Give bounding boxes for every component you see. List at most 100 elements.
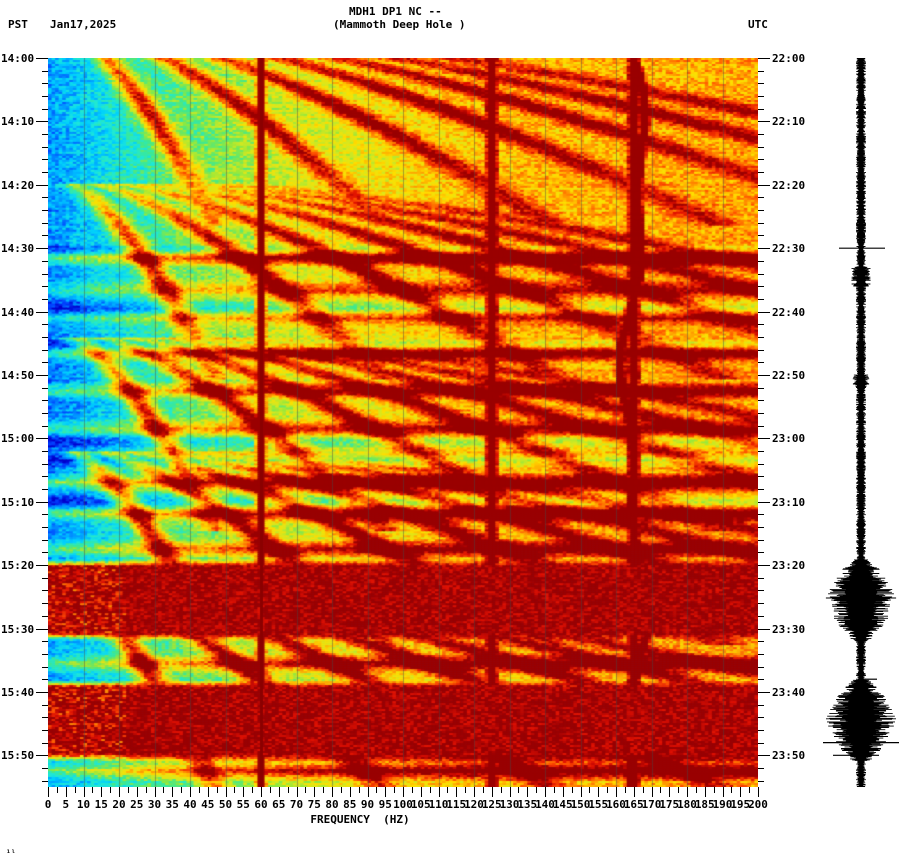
axis-tick (190, 787, 191, 797)
axis-minor-tick (553, 787, 555, 793)
axis-tick (36, 438, 48, 440)
seismogram-svg (823, 58, 899, 787)
axis-minor-tick (42, 463, 48, 465)
axis-minor-tick (42, 603, 48, 605)
time-label-pst: 15:50 (1, 749, 35, 763)
axis-tick (758, 691, 770, 693)
frequency-label: 85 (343, 798, 357, 811)
axis-tick (119, 787, 120, 797)
axis-minor-tick (42, 679, 48, 681)
axis-minor-tick (758, 463, 764, 465)
seismogram-trace (820, 58, 902, 787)
axis-minor-tick (571, 787, 573, 793)
axis-tick (36, 628, 48, 630)
axis-minor-tick (607, 787, 609, 793)
axis-tick (36, 311, 48, 313)
axis-minor-tick (42, 387, 48, 389)
axis-minor-tick (42, 577, 48, 579)
frequency-label: 105 (410, 798, 431, 811)
frequency-label: 195 (730, 798, 751, 811)
axis-minor-tick (42, 514, 48, 516)
axis-tick (758, 438, 770, 440)
axis-minor-tick (758, 324, 764, 326)
frequency-label: 20 (112, 798, 126, 811)
frequency-label: 40 (183, 798, 197, 811)
axis-minor-tick (758, 476, 764, 478)
frequency-label: 145 (552, 798, 573, 811)
frequency-label: 80 (325, 798, 339, 811)
axis-minor-tick (42, 615, 48, 617)
axis-minor-tick (758, 286, 764, 288)
axis-minor-tick (110, 787, 112, 793)
time-label-pst: 14:40 (1, 305, 35, 319)
axis-tick (758, 565, 770, 567)
axis-tick (616, 787, 617, 797)
axis-minor-tick (42, 108, 48, 110)
axis-minor-tick (758, 197, 764, 199)
frequency-label: 95 (378, 798, 392, 811)
axis-minor-tick (42, 273, 48, 275)
frequency-label: 120 (464, 798, 484, 811)
axis-tick (36, 248, 48, 250)
axis-minor-tick (758, 159, 764, 161)
axis-minor-tick (758, 527, 764, 529)
axis-tick (36, 691, 48, 693)
axis-minor-tick (758, 704, 764, 706)
axis-tick (36, 184, 48, 186)
axis-tick (758, 121, 770, 123)
frequency-label: 10 (76, 798, 91, 811)
station-name-title: (Mammoth Deep Hole ) (333, 18, 466, 31)
time-label-utc: 23:00 (772, 432, 806, 446)
axis-tick (83, 787, 85, 797)
frequency-label: 130 (499, 798, 520, 811)
axis-tick (332, 787, 333, 797)
axis-minor-tick (323, 787, 325, 793)
axis-minor-tick (42, 476, 48, 478)
axis-minor-tick (42, 260, 48, 262)
axis-minor-tick (758, 653, 764, 655)
axis-minor-tick (465, 787, 467, 793)
axis-minor-tick (42, 96, 48, 98)
axis-minor-tick (42, 412, 48, 414)
axis-minor-tick (758, 172, 764, 174)
axis-minor-tick (758, 742, 764, 744)
axis-tick (758, 184, 770, 186)
date-label: Jan17,2025 (50, 18, 117, 31)
axis-minor-tick (758, 70, 764, 72)
spectrogram-plot[interactable] (48, 58, 758, 787)
axis-minor-tick (758, 679, 764, 681)
frequency-label: 55 (236, 798, 250, 811)
axis-minor-tick (42, 349, 48, 351)
frequency-label: 125 (481, 798, 502, 811)
axis-minor-tick (731, 787, 733, 793)
axis-minor-tick (42, 235, 48, 237)
axis-tick (314, 787, 316, 797)
frequency-label: 185 (694, 798, 715, 811)
axis-tick (633, 787, 635, 797)
axis-minor-tick (758, 412, 764, 414)
axis-minor-tick (758, 451, 764, 453)
axis-minor-tick (394, 787, 396, 793)
axis-minor-tick (376, 787, 378, 793)
axis-tick (385, 787, 387, 797)
axis-tick (36, 58, 48, 59)
axis-minor-tick (758, 489, 764, 491)
axis-minor-tick (758, 96, 764, 98)
axis-minor-tick (42, 451, 48, 453)
axis-tick (704, 787, 706, 797)
axis-minor-tick (42, 159, 48, 161)
axis-minor-tick (758, 146, 764, 148)
axis-tick (758, 311, 770, 313)
axis-minor-tick (758, 425, 764, 427)
axis-tick (278, 787, 280, 797)
axis-minor-tick (42, 742, 48, 744)
axis-minor-tick (42, 70, 48, 72)
time-label-utc: 22:40 (772, 305, 806, 319)
axis-minor-tick (42, 527, 48, 529)
axis-tick (758, 628, 770, 630)
axis-minor-tick (758, 235, 764, 237)
axis-minor-tick (758, 222, 764, 224)
spectrogram-canvas (48, 58, 758, 787)
axis-minor-tick (42, 653, 48, 655)
axis-minor-tick (42, 83, 48, 85)
